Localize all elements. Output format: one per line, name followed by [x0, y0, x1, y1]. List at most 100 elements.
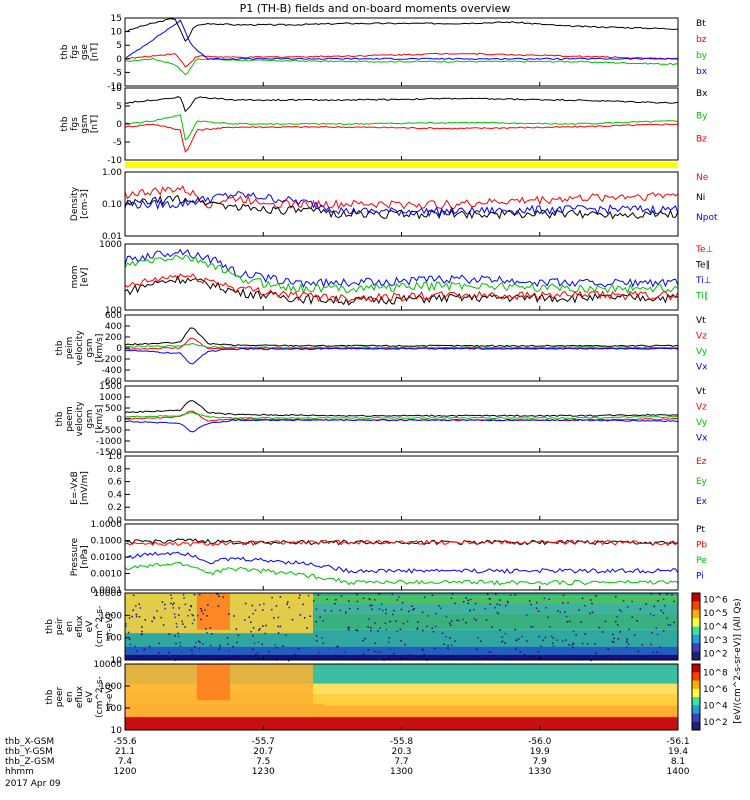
heatmap-speckle — [556, 639, 558, 641]
heatmap-speckle — [618, 608, 621, 611]
heatmap-speckle — [523, 653, 526, 656]
panel-9-ylabel: thb — [45, 689, 55, 704]
heatmap-speckle — [581, 597, 584, 600]
x-tick-label: 7.9 — [533, 757, 548, 767]
heatmap-speckle — [616, 624, 619, 626]
colorbar-ions-label: 10^3 — [703, 636, 728, 646]
heatmap-speckle — [421, 611, 424, 614]
x-tick-label: 1300 — [390, 767, 413, 777]
heatmap-speckle — [552, 637, 555, 639]
y-tick-label: 600 — [105, 311, 122, 321]
heatmap-speckle — [396, 630, 398, 633]
heatmap-speckle — [612, 641, 615, 643]
heatmap-speckle — [209, 627, 212, 629]
heatmap-speckle — [151, 620, 153, 623]
heatmap-speckle — [192, 614, 194, 617]
heatmap-speckle — [194, 646, 196, 648]
colorbar-electrons-stop — [692, 697, 700, 706]
series-Pt — [124, 538, 679, 547]
colorbar-ions-frame — [691, 592, 701, 661]
heatmap-speckle — [389, 658, 391, 661]
heatmap-speckle — [662, 630, 665, 632]
heatmap-speckle — [371, 604, 373, 607]
heatmap-speckle — [389, 620, 391, 623]
y-tick-label: 0.0 — [108, 516, 123, 526]
heatmap-speckle — [180, 651, 183, 654]
heatmap-speckle — [571, 644, 573, 646]
heatmap-speckle — [581, 642, 584, 645]
heatmap-speckle — [378, 657, 381, 660]
heatmap-speckle — [545, 606, 547, 609]
panel-6-ylabel: E=-VxB — [70, 471, 80, 505]
heatmap-speckle — [252, 612, 254, 615]
heatmap-speckle — [169, 655, 171, 657]
panel-5-ylabel: thb — [55, 411, 65, 426]
heatmap-speckle — [660, 609, 662, 612]
heatmap-speckle — [462, 600, 465, 603]
heatmap-speckle — [519, 651, 521, 653]
heatmap-speckle — [129, 643, 132, 646]
heatmap-speckle — [535, 607, 538, 610]
heatmap-speckle — [178, 635, 180, 638]
heatmap-band — [125, 596, 678, 604]
heatmap-speckle — [143, 648, 146, 651]
y-tick-label: 100 — [105, 704, 122, 714]
heatmap-speckle — [264, 632, 267, 635]
heatmap-speckle — [401, 601, 404, 604]
colorbar-electrons-label: 10^2 — [703, 718, 728, 728]
y-tick-label: 400 — [105, 322, 122, 332]
heatmap-speckle — [486, 593, 489, 596]
heatmap-speckle — [322, 620, 324, 622]
heatmap-speckle — [441, 632, 444, 635]
colorbar-electrons-stop — [692, 705, 700, 714]
heatmap-speckle — [604, 620, 607, 623]
heatmap-speckle — [462, 618, 464, 621]
heatmap-speckle — [450, 620, 453, 623]
panel-8-ylabel: sr-eV) — [105, 613, 115, 639]
legend-entry: By — [696, 112, 708, 122]
heatmap-speckle — [435, 612, 437, 615]
heatmap-speckle — [449, 637, 451, 639]
series-Vx — [124, 418, 679, 433]
legend-entry: Pt — [696, 525, 705, 535]
xrow-label: thb_Y-GSM — [5, 747, 53, 757]
y-tick-label: 0 — [116, 415, 122, 425]
heatmap-speckle — [400, 640, 402, 642]
legend-entry: Npot — [696, 213, 718, 223]
heatmap-speckle — [663, 604, 666, 607]
heatmap-speckle — [164, 607, 166, 610]
series-Npot — [124, 190, 679, 218]
heatmap-band — [125, 603, 678, 614]
heatmap-speckle — [557, 610, 559, 612]
heatmap-speckle — [218, 648, 220, 650]
series-Ti⊥ — [124, 248, 679, 289]
heatmap-speckle — [399, 628, 402, 631]
heatmap-speckle — [565, 639, 567, 641]
y-tick-label: 0.4 — [108, 490, 123, 500]
colorbar-electrons-stop — [692, 680, 700, 690]
x-tick-label: -55.8 — [390, 737, 414, 747]
panel-1-ylabel: [nT] — [90, 115, 100, 133]
heatmap-speckle — [229, 657, 231, 660]
heatmap-speckle — [443, 643, 445, 645]
heatmap-speckle — [439, 607, 442, 609]
panel-0-ylabel: [nT] — [90, 43, 100, 61]
panel-6-frame — [124, 455, 679, 521]
heatmap-speckle — [356, 629, 359, 632]
heatmap-speckle — [530, 655, 533, 657]
series-Bz — [124, 123, 679, 153]
panel-9-ylabel: eflux — [75, 685, 85, 708]
y-tick-label: 10000 — [93, 660, 122, 670]
legend-entry: Te⊥ — [695, 245, 714, 255]
heatmap-speckle — [184, 626, 186, 628]
panel-8-ylabel: peir — [55, 617, 65, 635]
heatmap-speckle — [627, 643, 630, 645]
legend-entry: Ex — [696, 497, 708, 507]
heatmap-speckle — [132, 594, 135, 597]
heatmap-speckle — [207, 604, 209, 606]
heatmap-speckle — [263, 602, 265, 605]
heatmap-speckle — [367, 626, 369, 628]
x-tick-label: 7.7 — [394, 757, 408, 767]
heatmap-speckle — [162, 624, 165, 626]
